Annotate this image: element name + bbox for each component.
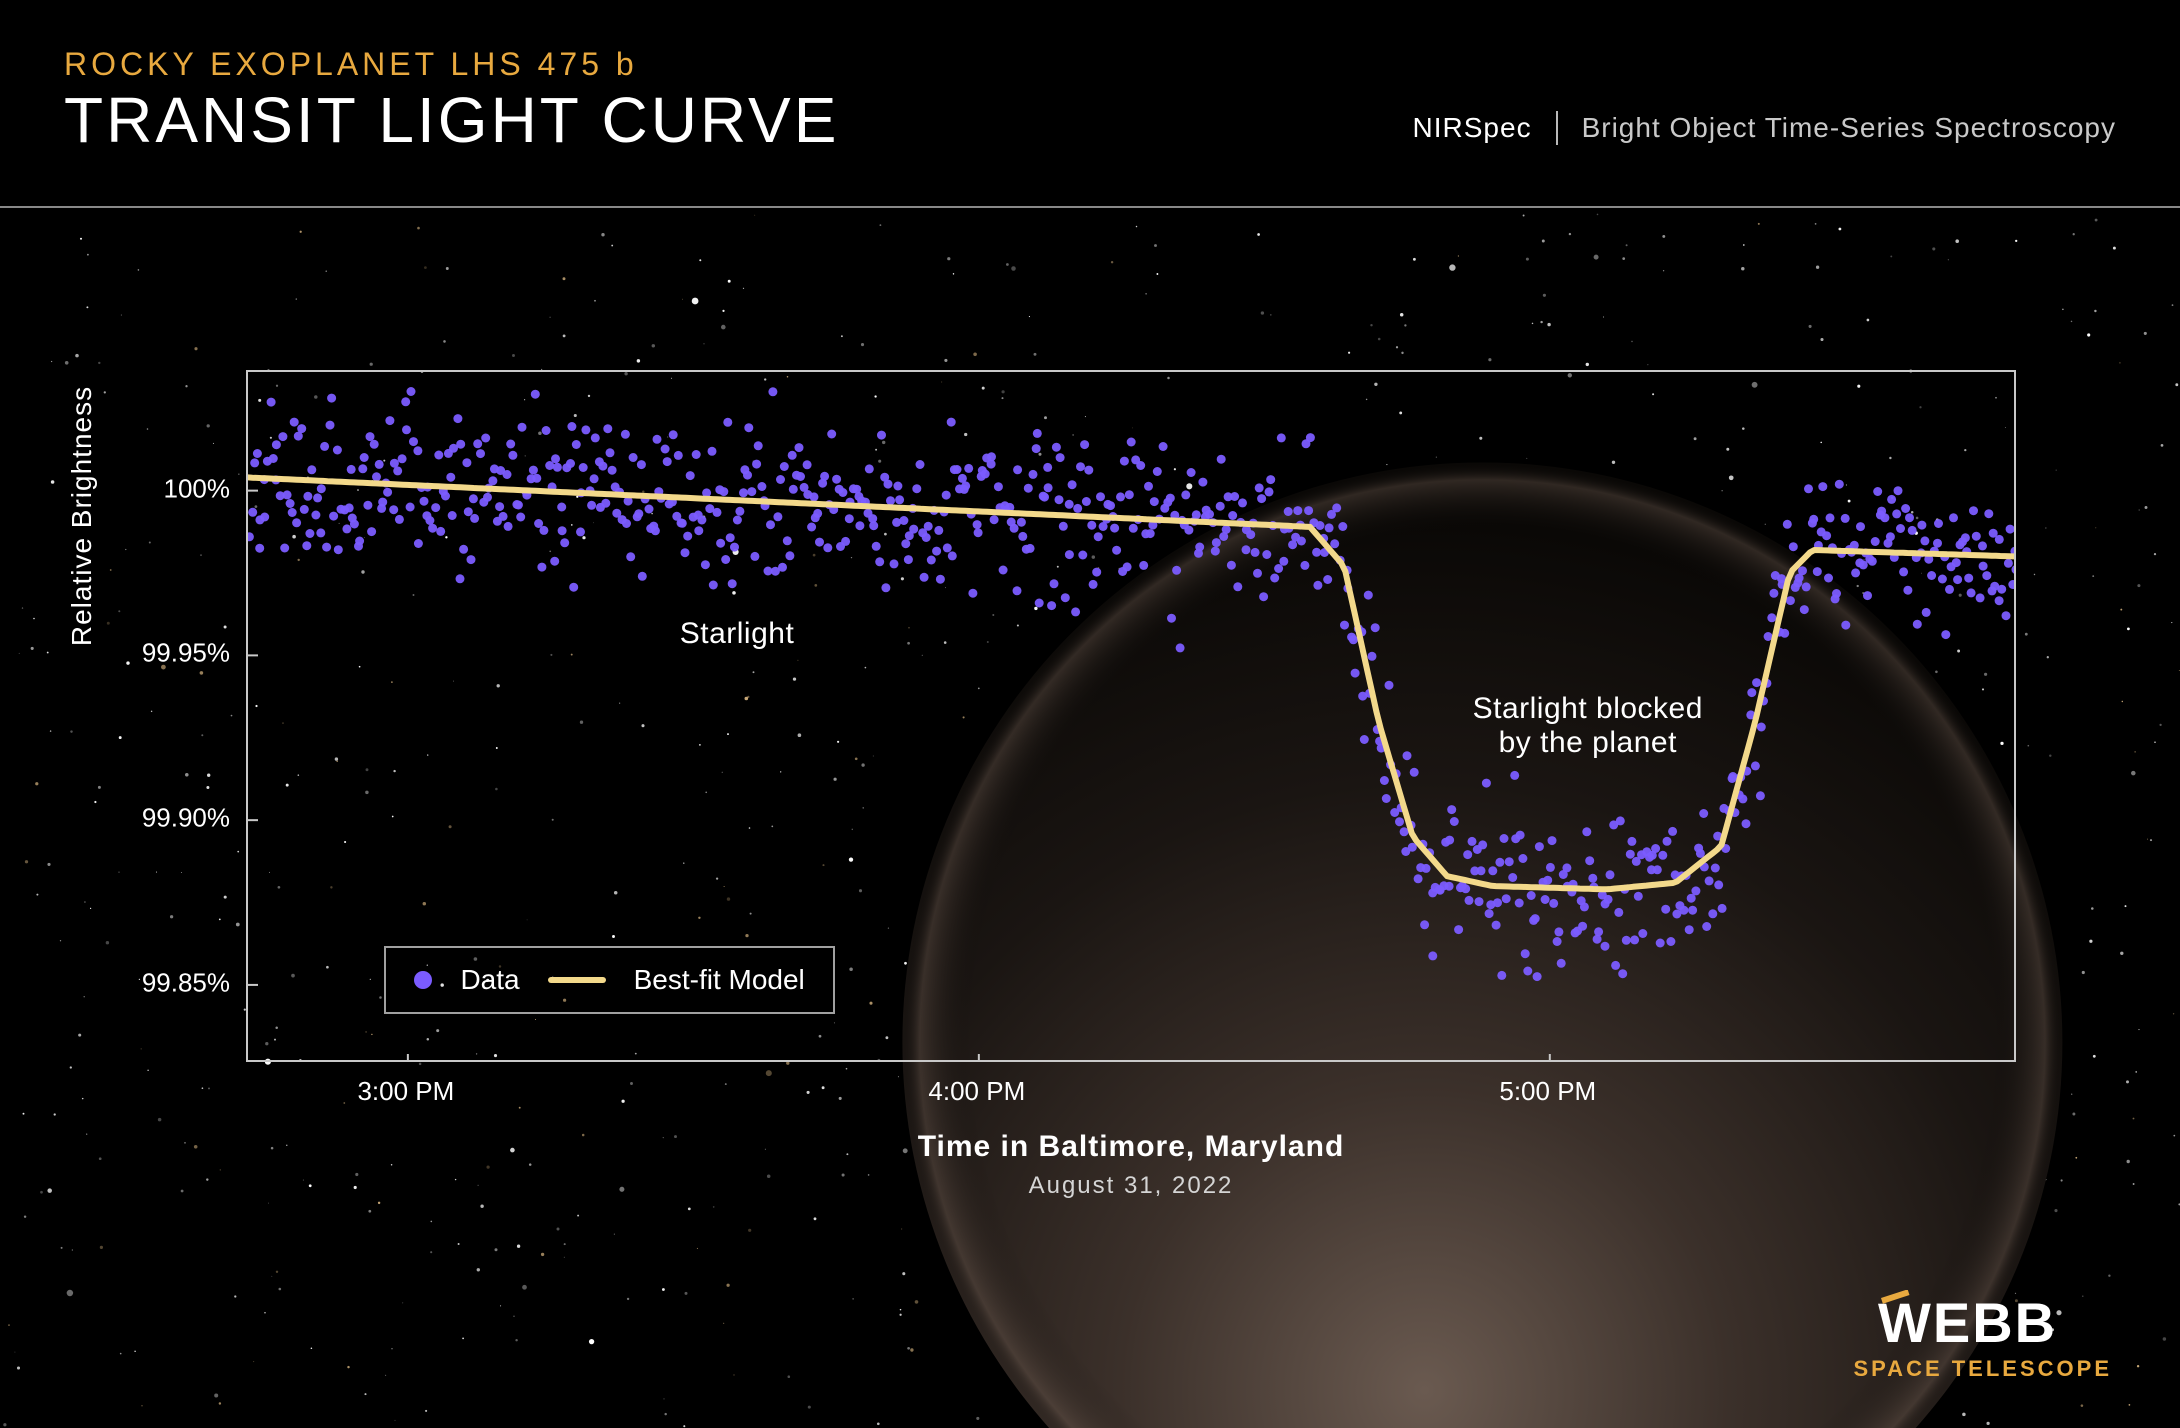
y-tick-label: 99.85% xyxy=(130,967,230,998)
legend-label: Data xyxy=(460,964,519,996)
svg-text:WEBB: WEBB xyxy=(1878,1291,2057,1354)
x-axis-date: August 31, 2022 xyxy=(246,1172,2016,1200)
legend-marker-line xyxy=(548,977,606,983)
instrument-block: NIRSpec Bright Object Time-Series Spectr… xyxy=(1413,111,2116,157)
x-tick-label: 4:00 PM xyxy=(897,1076,1057,1107)
y-tick-label: 100% xyxy=(130,473,230,504)
divider-icon xyxy=(1556,111,1558,145)
x-axis-label: Time in Baltimore, Maryland xyxy=(246,1130,2016,1164)
header: ROCKY EXOPLANET LHS 475 b TRANSIT LIGHT … xyxy=(0,0,2180,181)
y-axis-label: Relative Brightness xyxy=(66,316,98,716)
eyebrow-title: ROCKY EXOPLANET LHS 475 b xyxy=(64,46,839,83)
legend-label: Best-fit Model xyxy=(634,964,805,996)
y-tick-label: 99.90% xyxy=(130,803,230,834)
instrument-mode: Bright Object Time-Series Spectroscopy xyxy=(1582,112,2116,144)
chart-annotation: Starlight blockedby the planet xyxy=(1473,692,1703,760)
chart-annotation: Starlight xyxy=(680,617,795,651)
instrument-name: NIRSpec xyxy=(1413,112,1532,144)
title-block: ROCKY EXOPLANET LHS 475 b TRANSIT LIGHT … xyxy=(64,46,839,157)
x-tick-label: 3:00 PM xyxy=(326,1076,486,1107)
main-title: TRANSIT LIGHT CURVE xyxy=(64,83,839,157)
scatter-data xyxy=(248,387,2014,981)
legend: Data Best-fit Model xyxy=(384,946,834,1014)
legend-marker-dot xyxy=(414,971,432,989)
y-tick-label: 99.95% xyxy=(130,638,230,669)
webb-logo: WEBB SPACE TELESCOPE xyxy=(1853,1290,2112,1382)
x-axis-label-wrap: Time in Baltimore, Maryland August 31, 2… xyxy=(246,1130,2016,1200)
x-tick-label: 5:00 PM xyxy=(1468,1076,1628,1107)
model-line xyxy=(248,477,2014,889)
header-rule xyxy=(0,206,2180,208)
webb-logo-sub: SPACE TELESCOPE xyxy=(1853,1356,2112,1382)
